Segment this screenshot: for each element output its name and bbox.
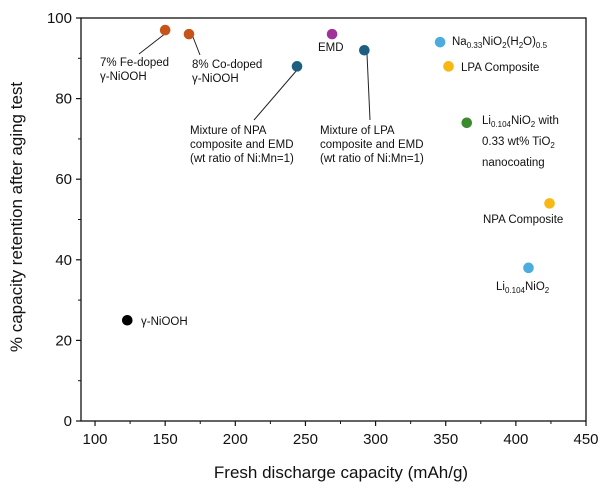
label-text: γ-NiOOH bbox=[100, 71, 147, 83]
label-text: γ-NiOOH bbox=[192, 73, 239, 85]
label-text: EMD bbox=[318, 42, 344, 54]
leader-line bbox=[192, 36, 201, 56]
label-text: Mixture of NPA bbox=[190, 125, 267, 137]
data-point bbox=[523, 262, 534, 274]
x-tick-label: 300 bbox=[363, 431, 388, 448]
y-tick-label: 20 bbox=[55, 332, 72, 349]
point-label: Mixture of LPA bbox=[320, 125, 395, 137]
point-label: nanocoating bbox=[482, 157, 545, 169]
label-subscript: 2 bbox=[545, 286, 550, 295]
point-label: composite and EMD bbox=[320, 139, 424, 151]
label-text: Li bbox=[496, 281, 505, 293]
label-text: Mixture of LPA bbox=[320, 125, 395, 137]
x-tick-label: 400 bbox=[503, 431, 528, 448]
label-text: NPA Composite bbox=[483, 214, 563, 226]
point-label: 7% Fe-doped bbox=[100, 57, 169, 69]
point-label: LPA Composite bbox=[461, 62, 539, 74]
y-tick-label: 80 bbox=[55, 91, 72, 108]
label-text: LPA Composite bbox=[461, 62, 539, 74]
label-subscript: 0.33 bbox=[467, 41, 483, 50]
data-point bbox=[121, 314, 133, 326]
label-text: 7% Fe-doped bbox=[100, 57, 169, 69]
label-text: (wt ratio of Ni:Mn=1) bbox=[190, 153, 294, 165]
tick-labels: 100 150 200 250 300 350 400 450 0 20 40 60 80 100 bbox=[47, 10, 599, 448]
y-tick-label: 0 bbox=[64, 413, 72, 430]
label-text: NiO bbox=[511, 115, 531, 127]
label-text: 0.33 wt% TiO bbox=[482, 136, 550, 148]
label-subscript: 2 bbox=[550, 141, 555, 150]
label-subscript: 2 bbox=[502, 41, 507, 50]
data-point bbox=[461, 117, 473, 129]
leader-lines bbox=[138, 32, 371, 121]
point-label: 8% Co-doped bbox=[192, 59, 262, 71]
label-text: Na bbox=[452, 36, 467, 48]
point-label: γ-NiOOH bbox=[100, 71, 147, 83]
data-points bbox=[121, 24, 555, 326]
label-text: nanocoating bbox=[482, 157, 545, 169]
point-label: Na0.33NiO2(H2O)0.5 bbox=[452, 36, 548, 50]
data-point bbox=[159, 24, 171, 36]
label-subscript: 0.5 bbox=[536, 41, 548, 50]
point-label: EMD bbox=[318, 42, 344, 54]
label-text: γ-NiOOH bbox=[141, 316, 188, 328]
point-label: (wt ratio of Ni:Mn=1) bbox=[320, 153, 424, 165]
point-label: γ-NiOOH bbox=[141, 316, 188, 328]
point-label: (wt ratio of Ni:Mn=1) bbox=[190, 153, 294, 165]
point-labels: 7% Fe-doped γ-NiOOH 8% Co-doped γ-NiOOH EMD M… bbox=[100, 36, 563, 328]
data-point bbox=[434, 36, 446, 48]
label-text: O) bbox=[523, 36, 536, 48]
label-text: NiO bbox=[482, 36, 502, 48]
leader-line bbox=[253, 69, 298, 121]
point-label: γ-NiOOH bbox=[192, 73, 239, 85]
label-subscript: 0.104 bbox=[505, 286, 526, 295]
label-text: with bbox=[535, 115, 559, 127]
label-text: (H bbox=[507, 36, 519, 48]
x-tick-label: 200 bbox=[223, 431, 248, 448]
label-text: Li bbox=[482, 115, 491, 127]
point-label: composite and EMD bbox=[190, 139, 294, 151]
data-point bbox=[443, 61, 454, 72]
axes bbox=[76, 17, 587, 426]
data-point bbox=[183, 28, 195, 40]
leader-line bbox=[366, 53, 371, 121]
x-tick-label: 100 bbox=[83, 431, 108, 448]
label-subscript: 2 bbox=[531, 120, 536, 129]
x-tick-label: 450 bbox=[573, 431, 598, 448]
y-tick-label: 60 bbox=[55, 171, 72, 188]
point-label: 0.33 wt% TiO2 bbox=[482, 136, 555, 150]
x-tick-label: 150 bbox=[153, 431, 178, 448]
point-label: Li0.104NiO2 bbox=[496, 281, 550, 295]
data-point bbox=[291, 61, 303, 72]
label-subscript: 0.104 bbox=[491, 120, 512, 129]
leader-line bbox=[138, 32, 167, 55]
data-point bbox=[544, 198, 555, 209]
point-label: Mixture of NPA bbox=[190, 125, 267, 137]
label-text: composite and EMD bbox=[320, 139, 424, 151]
y-tick-label: 40 bbox=[55, 252, 72, 269]
x-axis-title: Fresh discharge capacity (mAh/g) bbox=[214, 463, 468, 482]
data-point bbox=[326, 28, 338, 40]
point-label: NPA Composite bbox=[483, 214, 563, 226]
label-text: 8% Co-doped bbox=[192, 59, 262, 71]
data-point bbox=[359, 44, 370, 56]
point-label: Li0.104NiO2 with bbox=[482, 115, 559, 129]
x-tick-label: 250 bbox=[293, 431, 318, 448]
label-text: composite and EMD bbox=[190, 139, 294, 151]
y-axis-title: % capacity retention after aging test bbox=[7, 82, 26, 353]
label-text: NiO bbox=[525, 281, 545, 293]
label-subscript: 2 bbox=[519, 41, 524, 50]
y-tick-label: 100 bbox=[47, 10, 72, 27]
x-tick-label: 350 bbox=[433, 431, 458, 448]
label-text: (wt ratio of Ni:Mn=1) bbox=[320, 153, 424, 165]
